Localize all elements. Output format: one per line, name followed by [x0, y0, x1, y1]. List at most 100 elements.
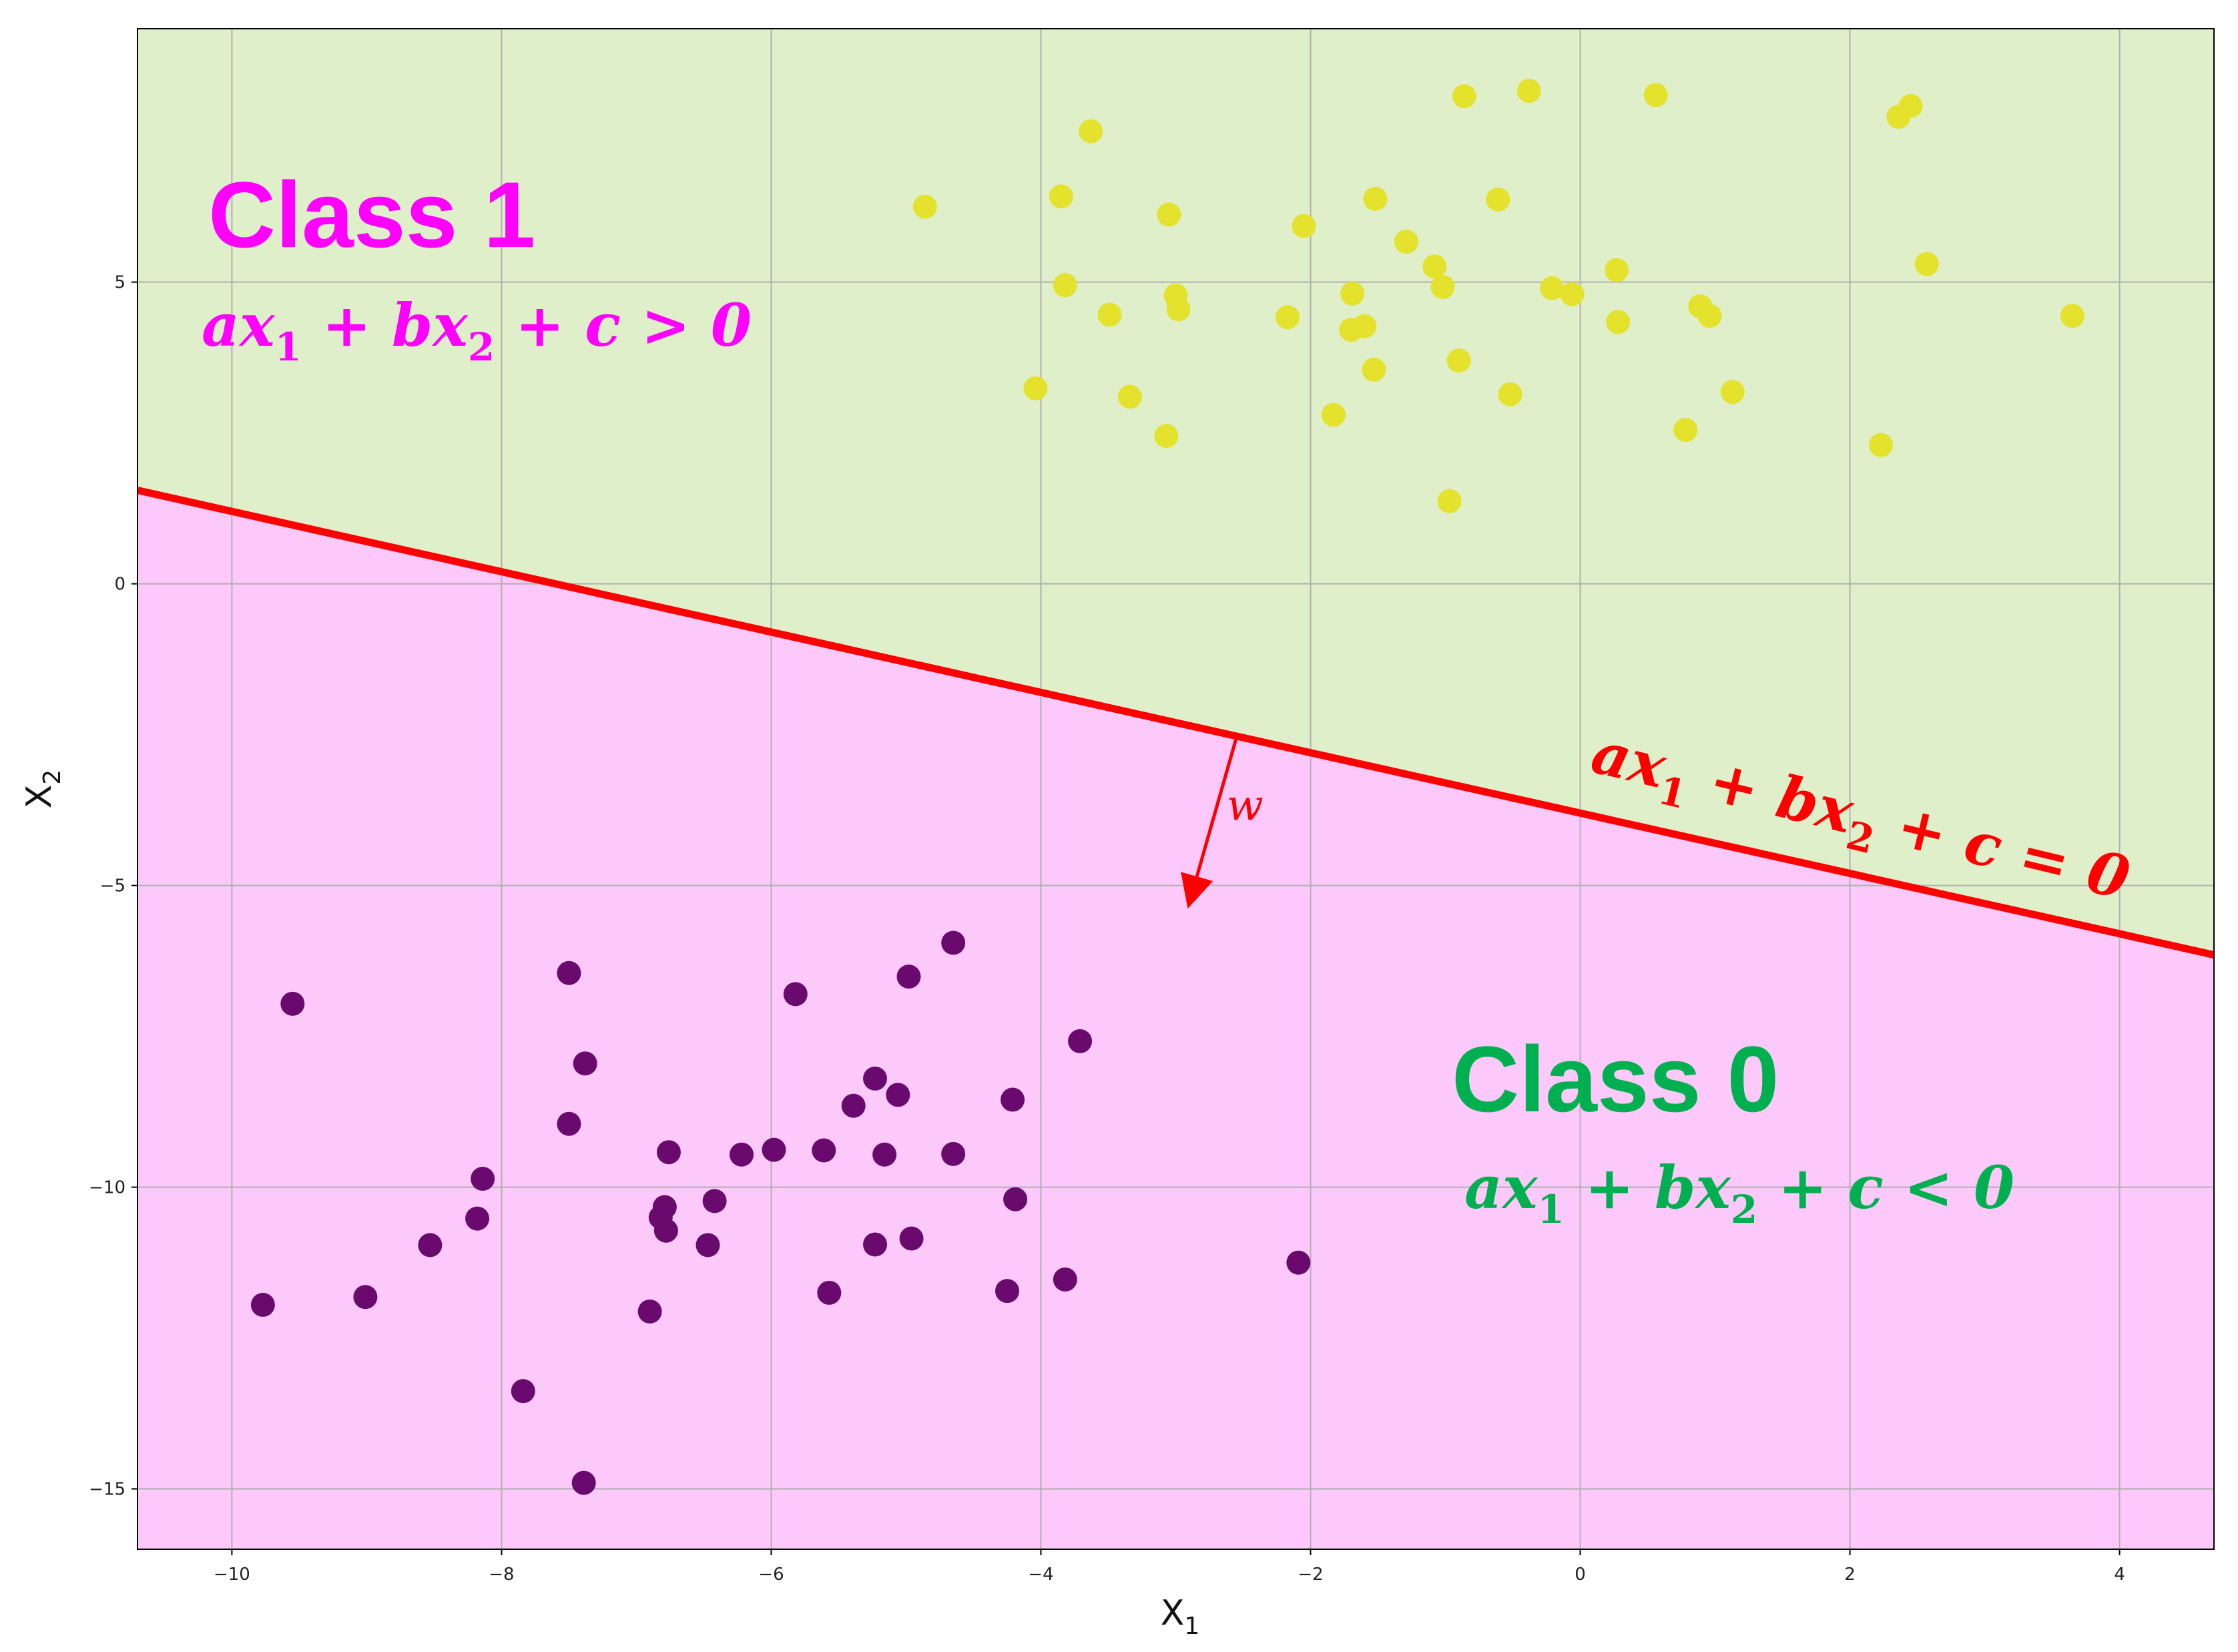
- class-0-point: [1001, 1087, 1025, 1112]
- class-1-point: [1540, 276, 1565, 300]
- class-0-point: [511, 1379, 535, 1404]
- class-0-region: [137, 490, 2214, 1549]
- y-tick-label: 5: [114, 273, 125, 293]
- class-1-point: [2060, 304, 2084, 328]
- normal-vector-arrow: [1181, 736, 1239, 909]
- y-axis-label: X2: [19, 770, 66, 809]
- class-1-point: [1869, 433, 1894, 457]
- class-1-point: [1422, 254, 1447, 279]
- class-1-point: [1898, 93, 1923, 118]
- plot-frame: [137, 28, 2215, 1550]
- x-tick-label: −2: [1298, 1565, 1323, 1585]
- class-0-point: [557, 1111, 581, 1136]
- class-0-point: [571, 1470, 596, 1495]
- y-axis-ticks: 5 0 −5 −10 −15: [89, 273, 137, 1500]
- class-0-point: [465, 1206, 490, 1231]
- x-tick-label: −6: [758, 1565, 784, 1585]
- class-0-point: [941, 930, 966, 955]
- class-1-point: [1605, 258, 1629, 282]
- class-1-point: [1079, 119, 1103, 144]
- class-0-point: [841, 1093, 866, 1118]
- class-0-point: [899, 1226, 924, 1251]
- class-0-point: [702, 1189, 727, 1213]
- class-1-point: [1697, 304, 1722, 328]
- x-tick-label: −4: [1028, 1565, 1053, 1585]
- class-0-point: [1003, 1187, 1028, 1211]
- class-1-point: [1157, 202, 1181, 227]
- class-0-point: [762, 1137, 786, 1162]
- class-0-point: [941, 1141, 966, 1166]
- class-1-point: [1486, 187, 1510, 212]
- class-0-point: [250, 1292, 275, 1317]
- class-0-point: [896, 965, 921, 989]
- class-0-point: [280, 991, 305, 1016]
- normal-vector-label: w: [1227, 781, 1264, 830]
- class-0-point: [418, 1233, 443, 1258]
- class-0-point: [863, 1066, 888, 1091]
- x-axis-ticks: −10 −8 −6 −4 −2 0 2 4: [214, 1549, 2125, 1585]
- class-0-point: [995, 1279, 1019, 1304]
- class-1-point: [1292, 214, 1316, 238]
- class-1-point: [1498, 382, 1522, 406]
- class-1-point: [1452, 84, 1476, 109]
- y-tick-label: 0: [114, 575, 125, 595]
- class-0-point: [695, 1233, 720, 1258]
- class-0-point: [863, 1232, 888, 1257]
- class-0-point: [817, 1280, 842, 1305]
- class-1-region: [137, 29, 2214, 955]
- class-1-point: [1720, 380, 1745, 404]
- class-1-point: [1352, 314, 1377, 338]
- class-0-inequality: ax1 + bx2 + c < 0: [1464, 1153, 2014, 1232]
- class-0-point: [1068, 1029, 1093, 1053]
- class-1-point: [1023, 376, 1048, 400]
- class-0-point: [471, 1166, 495, 1191]
- class-1-point: [1446, 348, 1471, 373]
- x-tick-label: −8: [489, 1565, 514, 1585]
- class-0-point: [653, 1218, 678, 1243]
- class-0-point: [783, 982, 808, 1007]
- class-1-point: [1673, 418, 1698, 443]
- x-tick-label: 4: [2114, 1565, 2125, 1585]
- class-1-inequality: ax1 + bx2 + c > 0: [202, 290, 752, 370]
- class-1-point: [1166, 297, 1191, 322]
- class-1-point: [1053, 273, 1077, 298]
- class-1-point: [912, 194, 937, 219]
- y-tick-label: −15: [89, 1480, 125, 1500]
- class-1-point: [1321, 402, 1346, 427]
- x-axis-label: X1: [1161, 1593, 1200, 1640]
- class-1-point: [1914, 252, 1939, 276]
- class-0-point: [886, 1083, 910, 1107]
- class-1-point: [1643, 83, 1668, 107]
- class-1-point: [1437, 489, 1462, 513]
- class-1-point: [1117, 384, 1142, 409]
- class-1-point: [1276, 305, 1300, 330]
- class-0-point: [656, 1140, 681, 1165]
- x-tick-label: 2: [1844, 1565, 1856, 1585]
- class-0-point: [1286, 1250, 1311, 1275]
- class-1-title: Class 1: [208, 162, 535, 267]
- class-0-point: [1053, 1267, 1077, 1292]
- class-1-point: [1154, 424, 1179, 449]
- class-1-point: [1516, 79, 1541, 103]
- class-0-point: [353, 1285, 378, 1310]
- class-0-point: [652, 1195, 677, 1219]
- class-1-point: [1049, 184, 1073, 209]
- class-1-point: [1362, 357, 1386, 382]
- class-1-point: [1560, 282, 1585, 306]
- y-tick-label: −5: [100, 876, 125, 896]
- class-1-point: [1363, 186, 1388, 211]
- class-0-point: [637, 1299, 662, 1324]
- class-1-point: [1394, 230, 1418, 254]
- x-tick-label: 0: [1575, 1565, 1586, 1585]
- class-0-point: [730, 1142, 754, 1167]
- class-0-title: Class 0: [1452, 1027, 1779, 1131]
- class-1-point: [1430, 274, 1455, 299]
- class-1-point: [1606, 310, 1631, 334]
- class-1-point: [1097, 302, 1122, 327]
- decision-boundary-line: [137, 487, 2214, 958]
- class-0-point: [812, 1138, 836, 1163]
- y-tick-label: −10: [89, 1178, 125, 1198]
- class-0-point: [557, 960, 581, 985]
- class-1-point: [1340, 281, 1365, 306]
